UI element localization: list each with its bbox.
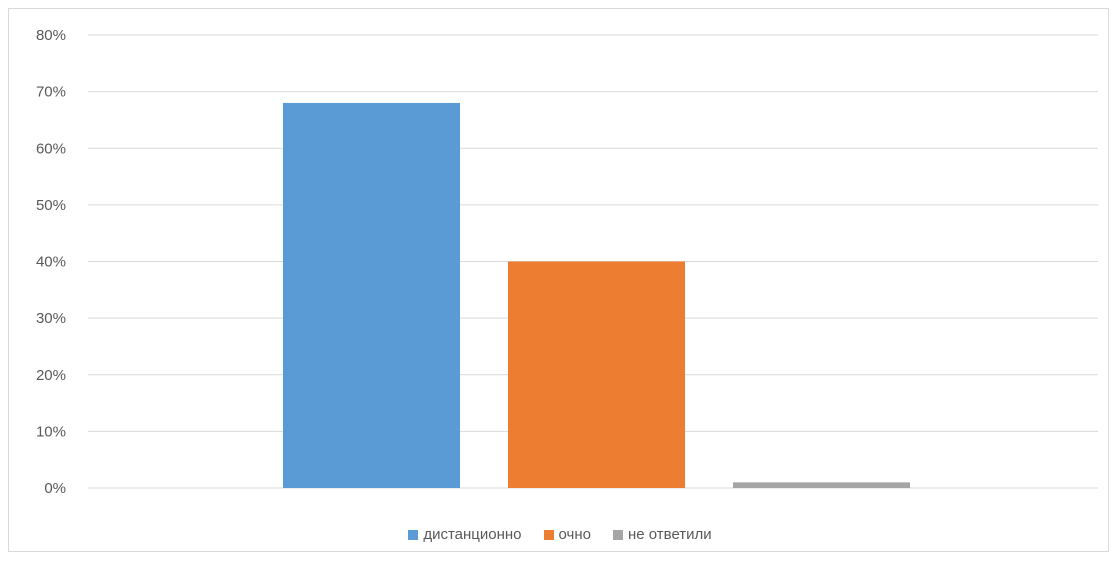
legend-swatch-distance (408, 529, 419, 540)
legend-item-distance: дистанционно (408, 526, 522, 543)
y-tick-label: 60% (36, 140, 66, 157)
y-axis-tick-labels: 0% 10% 20% 30% 40% 50% 60% 70% 80% (36, 27, 66, 497)
bar-0 (283, 102, 460, 488)
bar-2 (733, 482, 910, 488)
legend-item-in-person: очно (543, 526, 591, 543)
bar-1 (508, 261, 685, 488)
y-tick-label: 80% (36, 27, 66, 44)
y-tick-label: 50% (36, 197, 66, 214)
legend-label-distance: дистанционно (423, 526, 522, 543)
legend-label-in-person: очно (558, 526, 591, 543)
legend-label-no-answer: не ответили (627, 526, 712, 543)
legend: дистанционно очно не ответили (0, 526, 1120, 543)
bars (283, 102, 910, 488)
y-tick-label: 20% (36, 367, 66, 384)
y-tick-label: 40% (36, 254, 66, 271)
y-tick-label: 10% (36, 423, 66, 440)
y-tick-label: 70% (36, 84, 66, 101)
y-tick-label: 0% (44, 480, 66, 497)
legend-item-no-answer: не ответили (612, 526, 712, 543)
legend-swatch-no-answer (612, 529, 623, 540)
y-tick-label: 30% (36, 310, 66, 327)
legend-swatch-in-person (543, 529, 554, 540)
gridlines (88, 34, 1098, 489)
